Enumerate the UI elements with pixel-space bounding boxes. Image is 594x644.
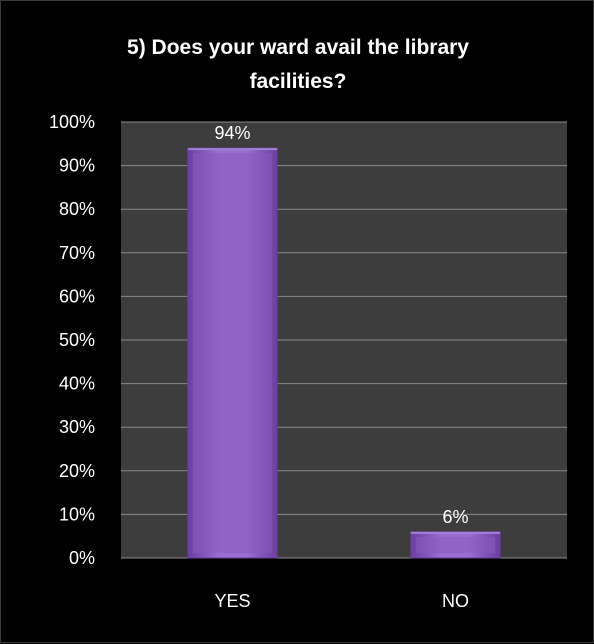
y-tick-label: 60% [59, 286, 95, 306]
chart-title: 5) Does your ward avail the library faci… [61, 31, 535, 99]
y-tick-label: 20% [59, 461, 95, 481]
bar-face [415, 536, 496, 553]
y-tick-label: 0% [69, 548, 95, 568]
y-tick-label: 30% [59, 417, 95, 437]
bar-face [192, 153, 273, 553]
x-tick-label: NO [442, 591, 469, 611]
y-tick-label: 90% [59, 156, 95, 176]
chart-title-line-1: 5) Does your ward avail the library [127, 36, 469, 59]
y-tick-label: 70% [59, 243, 95, 263]
data-label: 6% [442, 507, 468, 527]
y-tick-label: 40% [59, 374, 95, 394]
x-tick-label: YES [214, 591, 250, 611]
y-tick-label: 50% [59, 330, 95, 350]
y-tick-label: 10% [59, 504, 95, 524]
y-tick-label: 80% [59, 199, 95, 219]
y-tick-label: 100% [49, 112, 95, 132]
data-label: 94% [214, 123, 250, 143]
bar-yes [187, 147, 278, 559]
bar-no [410, 531, 501, 559]
chart-title-line-2: facilities? [249, 70, 347, 93]
